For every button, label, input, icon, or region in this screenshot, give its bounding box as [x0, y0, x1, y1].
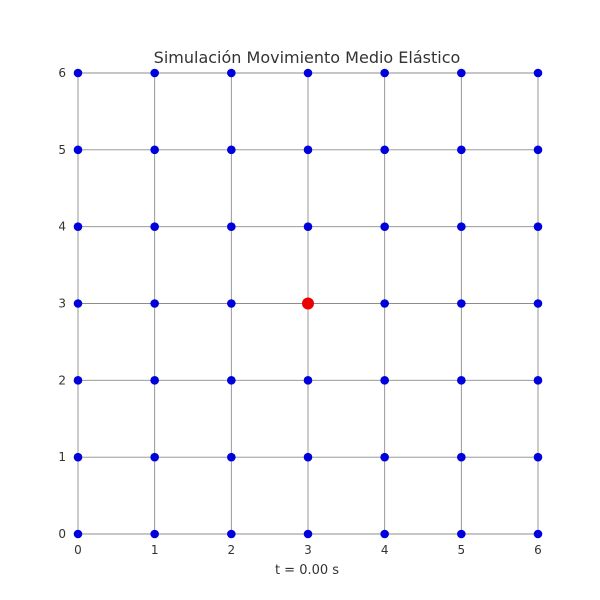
particle-point [380, 452, 389, 462]
particle-point [227, 529, 236, 539]
particle-point [533, 68, 543, 78]
x-tick-label: 6 [534, 543, 542, 557]
particle-point [227, 222, 236, 231]
particle-point [380, 68, 389, 78]
data-points [73, 68, 543, 539]
particle-point [533, 222, 543, 231]
particle-point [533, 376, 543, 385]
particle-point [457, 452, 466, 462]
particle-point [150, 68, 159, 78]
particle-point [303, 145, 313, 155]
particle-point [303, 222, 313, 231]
y-tick-label: 5 [58, 143, 66, 157]
particle-point [380, 376, 389, 385]
particle-point [227, 299, 236, 308]
particle-point [380, 222, 389, 231]
particle-point [303, 529, 313, 539]
particle-point [150, 222, 159, 231]
particle-point [457, 376, 466, 385]
particle-point [457, 145, 466, 155]
particle-point [457, 529, 466, 539]
particle-point [303, 376, 313, 385]
chart-title: Simulación Movimiento Medio Elástico [154, 48, 461, 67]
y-tick-label: 4 [58, 220, 66, 234]
x-axis-label: t = 0.00 s [275, 563, 339, 578]
x-tick-label: 2 [228, 543, 236, 557]
particle-point [303, 68, 313, 78]
particle-point [73, 452, 83, 462]
y-tick-label: 3 [58, 297, 66, 311]
x-tick-label: 3 [304, 543, 312, 557]
particle-point [533, 452, 543, 462]
x-tick-label: 1 [151, 543, 159, 557]
particle-point [73, 145, 83, 155]
particle-point [533, 529, 543, 539]
particle-point [380, 299, 389, 308]
highlighted-particle [302, 297, 314, 310]
particle-point [73, 529, 83, 539]
particle-point [457, 222, 466, 231]
particle-point [380, 145, 389, 155]
y-tick-label: 2 [58, 373, 66, 387]
particle-point [227, 145, 236, 155]
y-tick-label: 6 [58, 66, 66, 80]
particle-point [150, 376, 159, 385]
y-tick-label: 0 [58, 527, 66, 541]
particle-point [150, 529, 159, 539]
x-tick-label: 4 [381, 543, 389, 557]
particle-point [457, 68, 466, 78]
particle-point [457, 299, 466, 308]
particle-point [150, 299, 159, 308]
tick-labels: 0 1 2 3 4 5 6 0 1 2 3 4 5 6 [58, 66, 541, 557]
particle-point [73, 376, 83, 385]
particle-point [380, 529, 389, 539]
particle-point [303, 452, 313, 462]
particle-point [73, 68, 83, 78]
particle-point [73, 299, 83, 308]
particle-point [533, 299, 543, 308]
particle-point [227, 452, 236, 462]
x-tick-label: 0 [74, 543, 82, 557]
particle-point [227, 376, 236, 385]
x-tick-label: 5 [458, 543, 466, 557]
particle-point [533, 145, 543, 155]
particle-point [73, 222, 83, 231]
particle-point [227, 68, 236, 78]
particle-point [150, 145, 159, 155]
y-tick-label: 1 [58, 450, 66, 464]
particle-point [150, 452, 159, 462]
